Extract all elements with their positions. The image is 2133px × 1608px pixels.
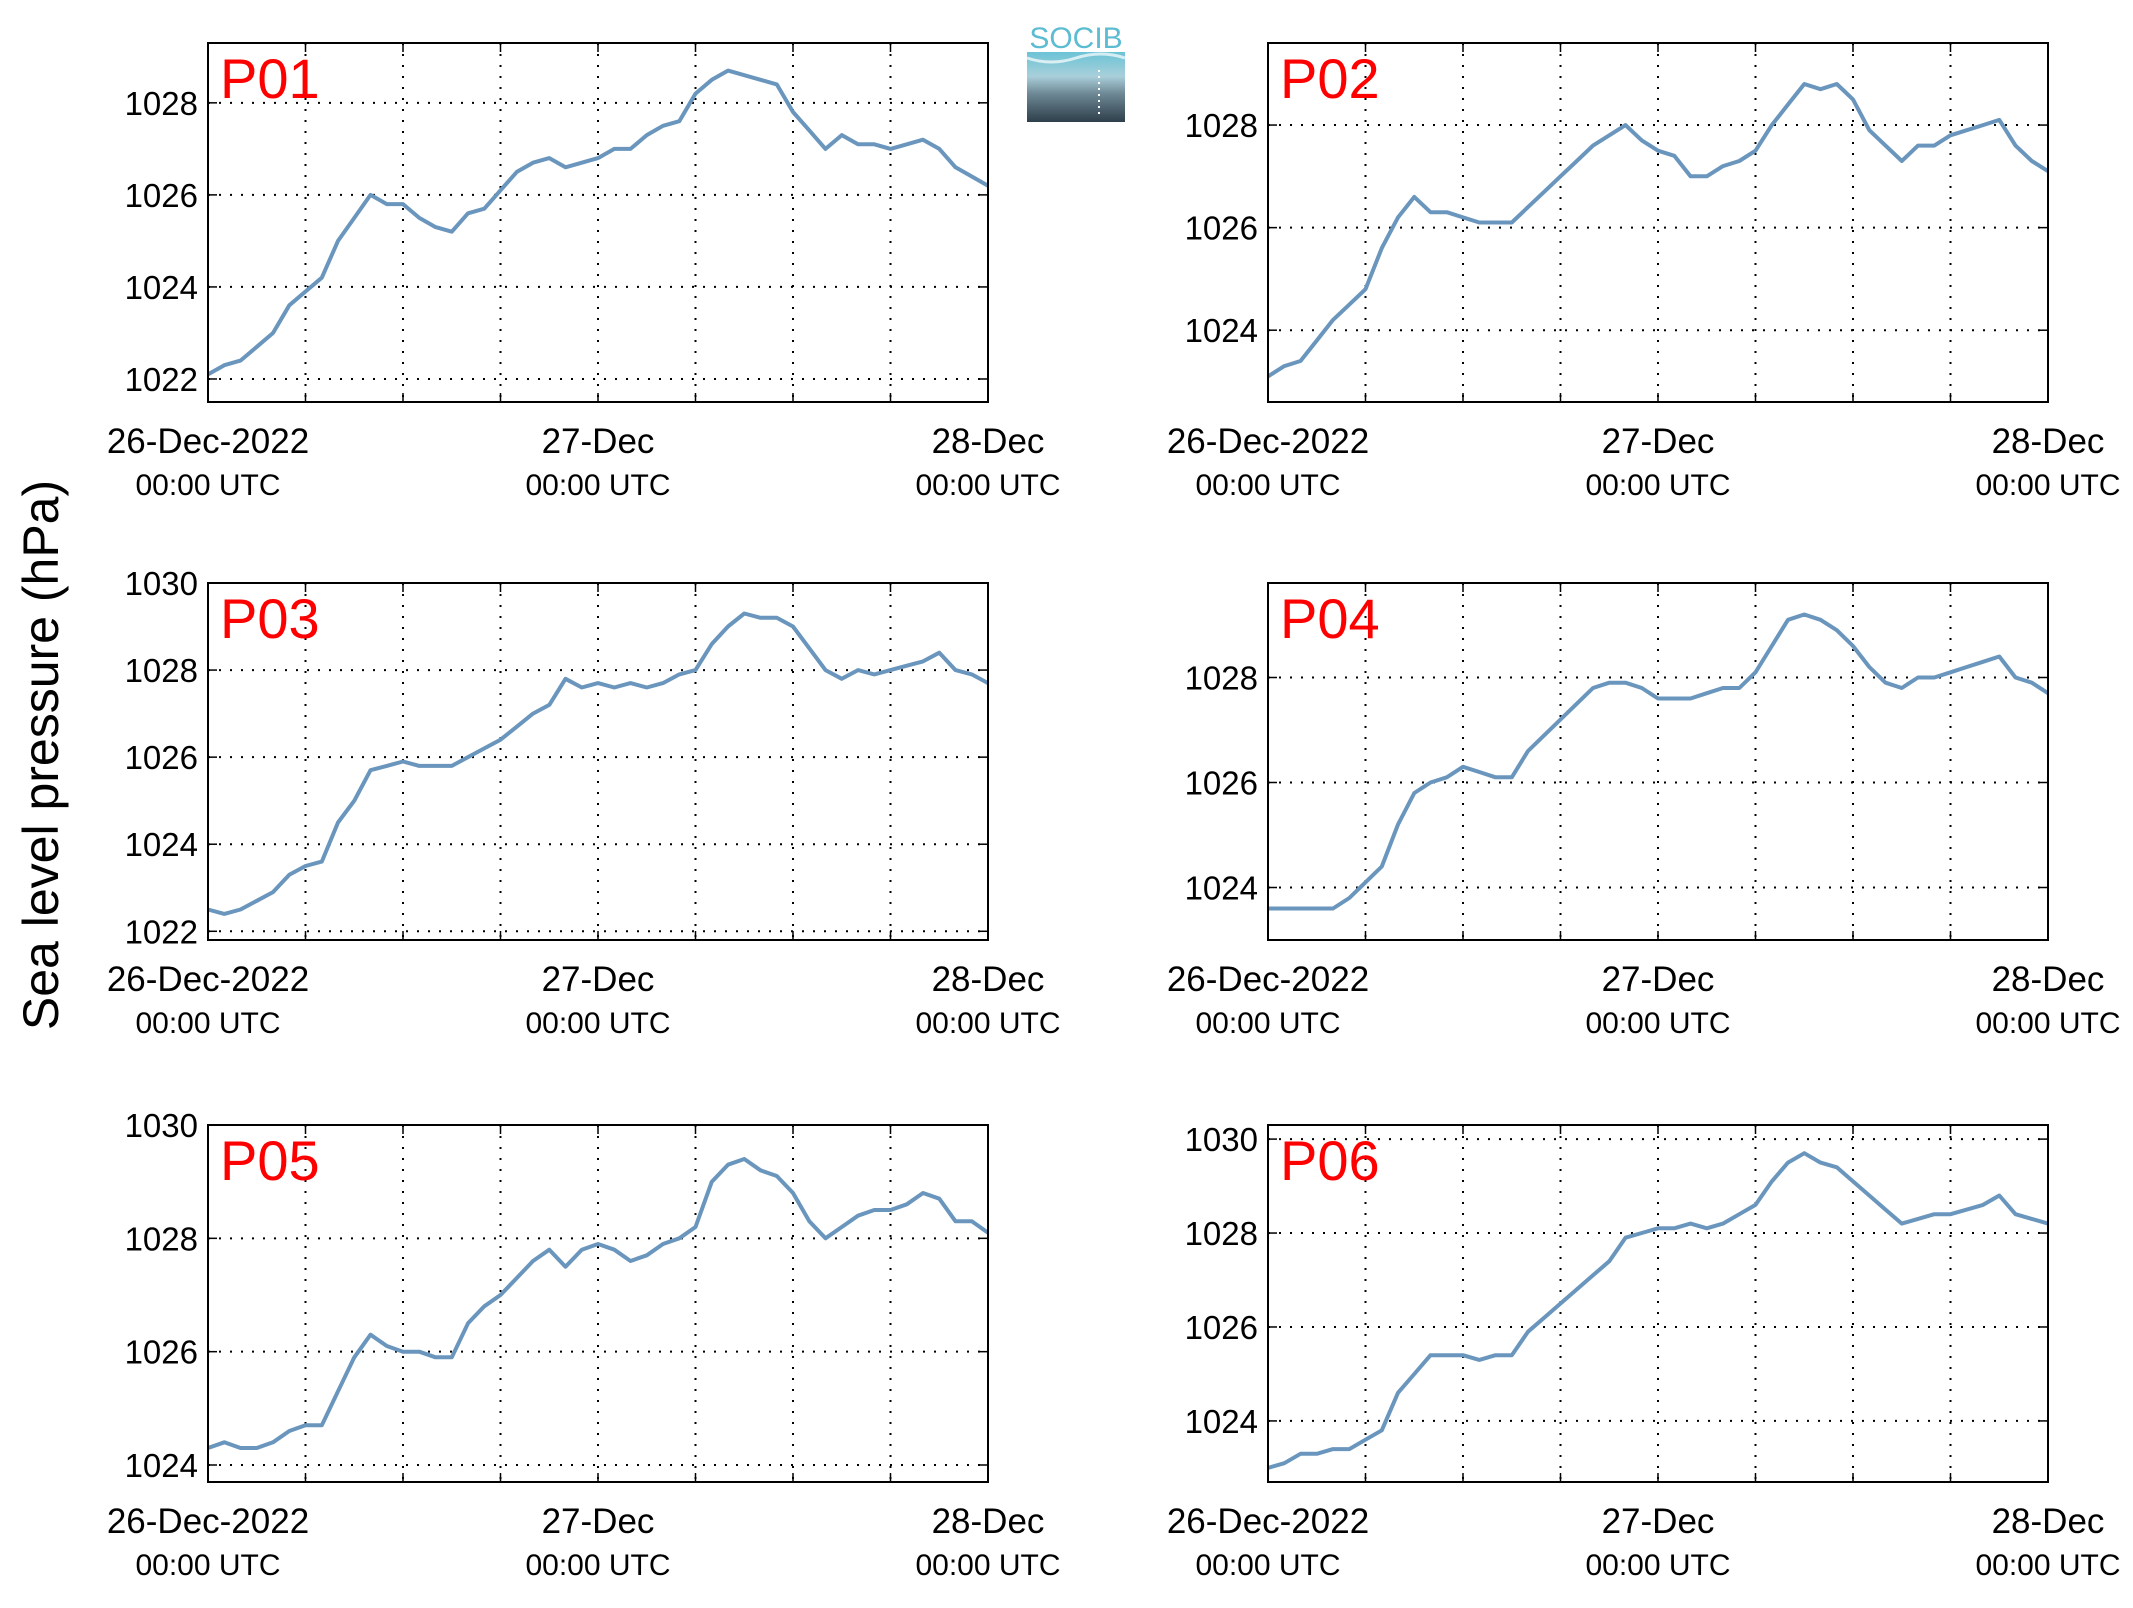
- panel-label: P01: [220, 47, 320, 110]
- panel-p05: 1024 1026 1028 1030 P05 26-Dec-2022 00:00 UTC 2…: [107, 1107, 1061, 1582]
- x-tick-label-date: 27-Dec: [542, 422, 655, 461]
- y-tick-label: 1026: [125, 1334, 198, 1371]
- y-tick-label: 1026: [125, 177, 198, 214]
- x-tick-label-time: 00:00 UTC: [1975, 1549, 2120, 1582]
- panel-p03: 1022 1024 1026 1028 1030 P03 26-Dec-2022 00:00 …: [107, 565, 1061, 1040]
- socib-logo: SOCIB: [1026, 22, 1126, 122]
- x-tick-label-date: 26-Dec-2022: [1167, 422, 1369, 461]
- panel-p01: 1022 1024 1026 1028 P01 26-Dec-2022 00:00 UTC 2…: [107, 42, 1061, 502]
- x-tick-label-time: 00:00 UTC: [525, 1549, 670, 1582]
- axes-box: [207, 582, 989, 941]
- y-tick-label: 1030: [125, 565, 198, 602]
- panel-p06: 1024 1026 1028 1030 P06 26-Dec-2022 00:00 UTC 2…: [1167, 1121, 2121, 1582]
- x-tick-label-time: 00:00 UTC: [135, 1007, 280, 1040]
- x-tick-label-time: 00:00 UTC: [1195, 469, 1340, 502]
- y-tick-label: 1028: [125, 652, 198, 689]
- axes-box: [1267, 582, 2049, 941]
- x-tick-label-date: 27-Dec: [1602, 960, 1715, 999]
- panel-label: P03: [220, 587, 320, 650]
- y-tick-label: 1026: [1185, 210, 1258, 247]
- series-line-p04: [1268, 612, 2050, 911]
- x-tick-label-date: 28-Dec: [932, 1502, 1045, 1541]
- y-tick-label: 1028: [1185, 1215, 1258, 1252]
- x-tick-label-time: 00:00 UTC: [135, 1549, 280, 1582]
- y-tick-label: 1030: [1185, 1121, 1258, 1158]
- x-tick-label-time: 00:00 UTC: [915, 1007, 1060, 1040]
- panel-label: P02: [1280, 47, 1380, 110]
- x-tick-label-time: 00:00 UTC: [915, 1549, 1060, 1582]
- y-tick-label: 1028: [125, 85, 198, 122]
- panel-p04: 1024 1026 1028 P04 26-Dec-2022 00:00 UTC 27-De…: [1167, 582, 2121, 1040]
- y-tick-label: 1030: [125, 1107, 198, 1144]
- x-tick-label-date: 27-Dec: [1602, 1502, 1715, 1541]
- x-tick-label-time: 00:00 UTC: [135, 469, 280, 502]
- panel-p02: 1024 1026 1028 P02 26-Dec-2022 00:00 UTC 27-De…: [1167, 42, 2121, 502]
- x-tick-label-date: 27-Dec: [1602, 422, 1715, 461]
- axes-box: [207, 42, 989, 403]
- x-tick-label-time: 00:00 UTC: [1585, 1549, 1730, 1582]
- series-line-p06: [1267, 1151, 2049, 1470]
- x-tick-label-time: 00:00 UTC: [1585, 469, 1730, 502]
- y-tick-label: 1028: [1185, 660, 1258, 697]
- x-tick-label-date: 28-Dec: [932, 422, 1045, 461]
- y-tick-label: 1028: [1185, 107, 1258, 144]
- x-tick-label-time: 00:00 UTC: [1585, 1007, 1730, 1040]
- y-tick-label: 1024: [125, 269, 198, 306]
- x-tick-label-date: 27-Dec: [542, 960, 655, 999]
- y-tick-label: 1022: [125, 913, 198, 950]
- y-tick-label: 1026: [1185, 1309, 1258, 1346]
- axes-box: [1267, 1124, 2049, 1483]
- x-tick-label-time: 00:00 UTC: [1195, 1007, 1340, 1040]
- x-tick-label-date: 26-Dec-2022: [1167, 1502, 1369, 1541]
- x-tick-label-date: 26-Dec-2022: [107, 422, 309, 461]
- x-tick-label-date: 28-Dec: [1992, 1502, 2105, 1541]
- x-tick-label-date: 28-Dec: [932, 960, 1045, 999]
- y-axis-label: Sea level pressure (hPa): [13, 480, 69, 1030]
- x-tick-label-time: 00:00 UTC: [1195, 1549, 1340, 1582]
- y-tick-label: 1024: [125, 826, 198, 863]
- panel-label: P06: [1280, 1129, 1380, 1192]
- series-line-p02: [1266, 82, 2050, 379]
- series-line-p05: [207, 1157, 990, 1450]
- x-tick-label-time: 00:00 UTC: [525, 469, 670, 502]
- y-tick-label: 1024: [1185, 312, 1258, 349]
- series-line-p03: [207, 611, 989, 916]
- x-tick-label-date: 28-Dec: [1992, 960, 2105, 999]
- axes-box: [207, 1124, 989, 1483]
- y-tick-label: 1022: [125, 361, 198, 398]
- panel-label: P04: [1280, 587, 1380, 650]
- y-tick-label: 1026: [1185, 765, 1258, 802]
- y-tick-label: 1028: [125, 1220, 198, 1257]
- y-tick-label: 1024: [1185, 870, 1258, 907]
- x-tick-label-date: 26-Dec-2022: [107, 1502, 309, 1541]
- y-tick-label: 1026: [125, 739, 198, 776]
- x-tick-label-date: 26-Dec-2022: [1167, 960, 1369, 999]
- x-tick-label-time: 00:00 UTC: [525, 1007, 670, 1040]
- logo-text: SOCIB: [1029, 22, 1122, 55]
- x-tick-label-time: 00:00 UTC: [915, 469, 1060, 502]
- logo-block: [1027, 52, 1125, 122]
- x-tick-label-date: 26-Dec-2022: [107, 960, 309, 999]
- y-tick-label: 1024: [1185, 1403, 1258, 1440]
- panel-label: P05: [220, 1129, 320, 1192]
- x-tick-label-time: 00:00 UTC: [1975, 469, 2120, 502]
- x-tick-label-date: 27-Dec: [542, 1502, 655, 1541]
- axes-box: [1267, 42, 2049, 403]
- x-tick-label-date: 28-Dec: [1992, 422, 2105, 461]
- y-tick-label: 1024: [125, 1447, 198, 1484]
- series-line-p01: [207, 68, 989, 377]
- x-tick-label-time: 00:00 UTC: [1975, 1007, 2120, 1040]
